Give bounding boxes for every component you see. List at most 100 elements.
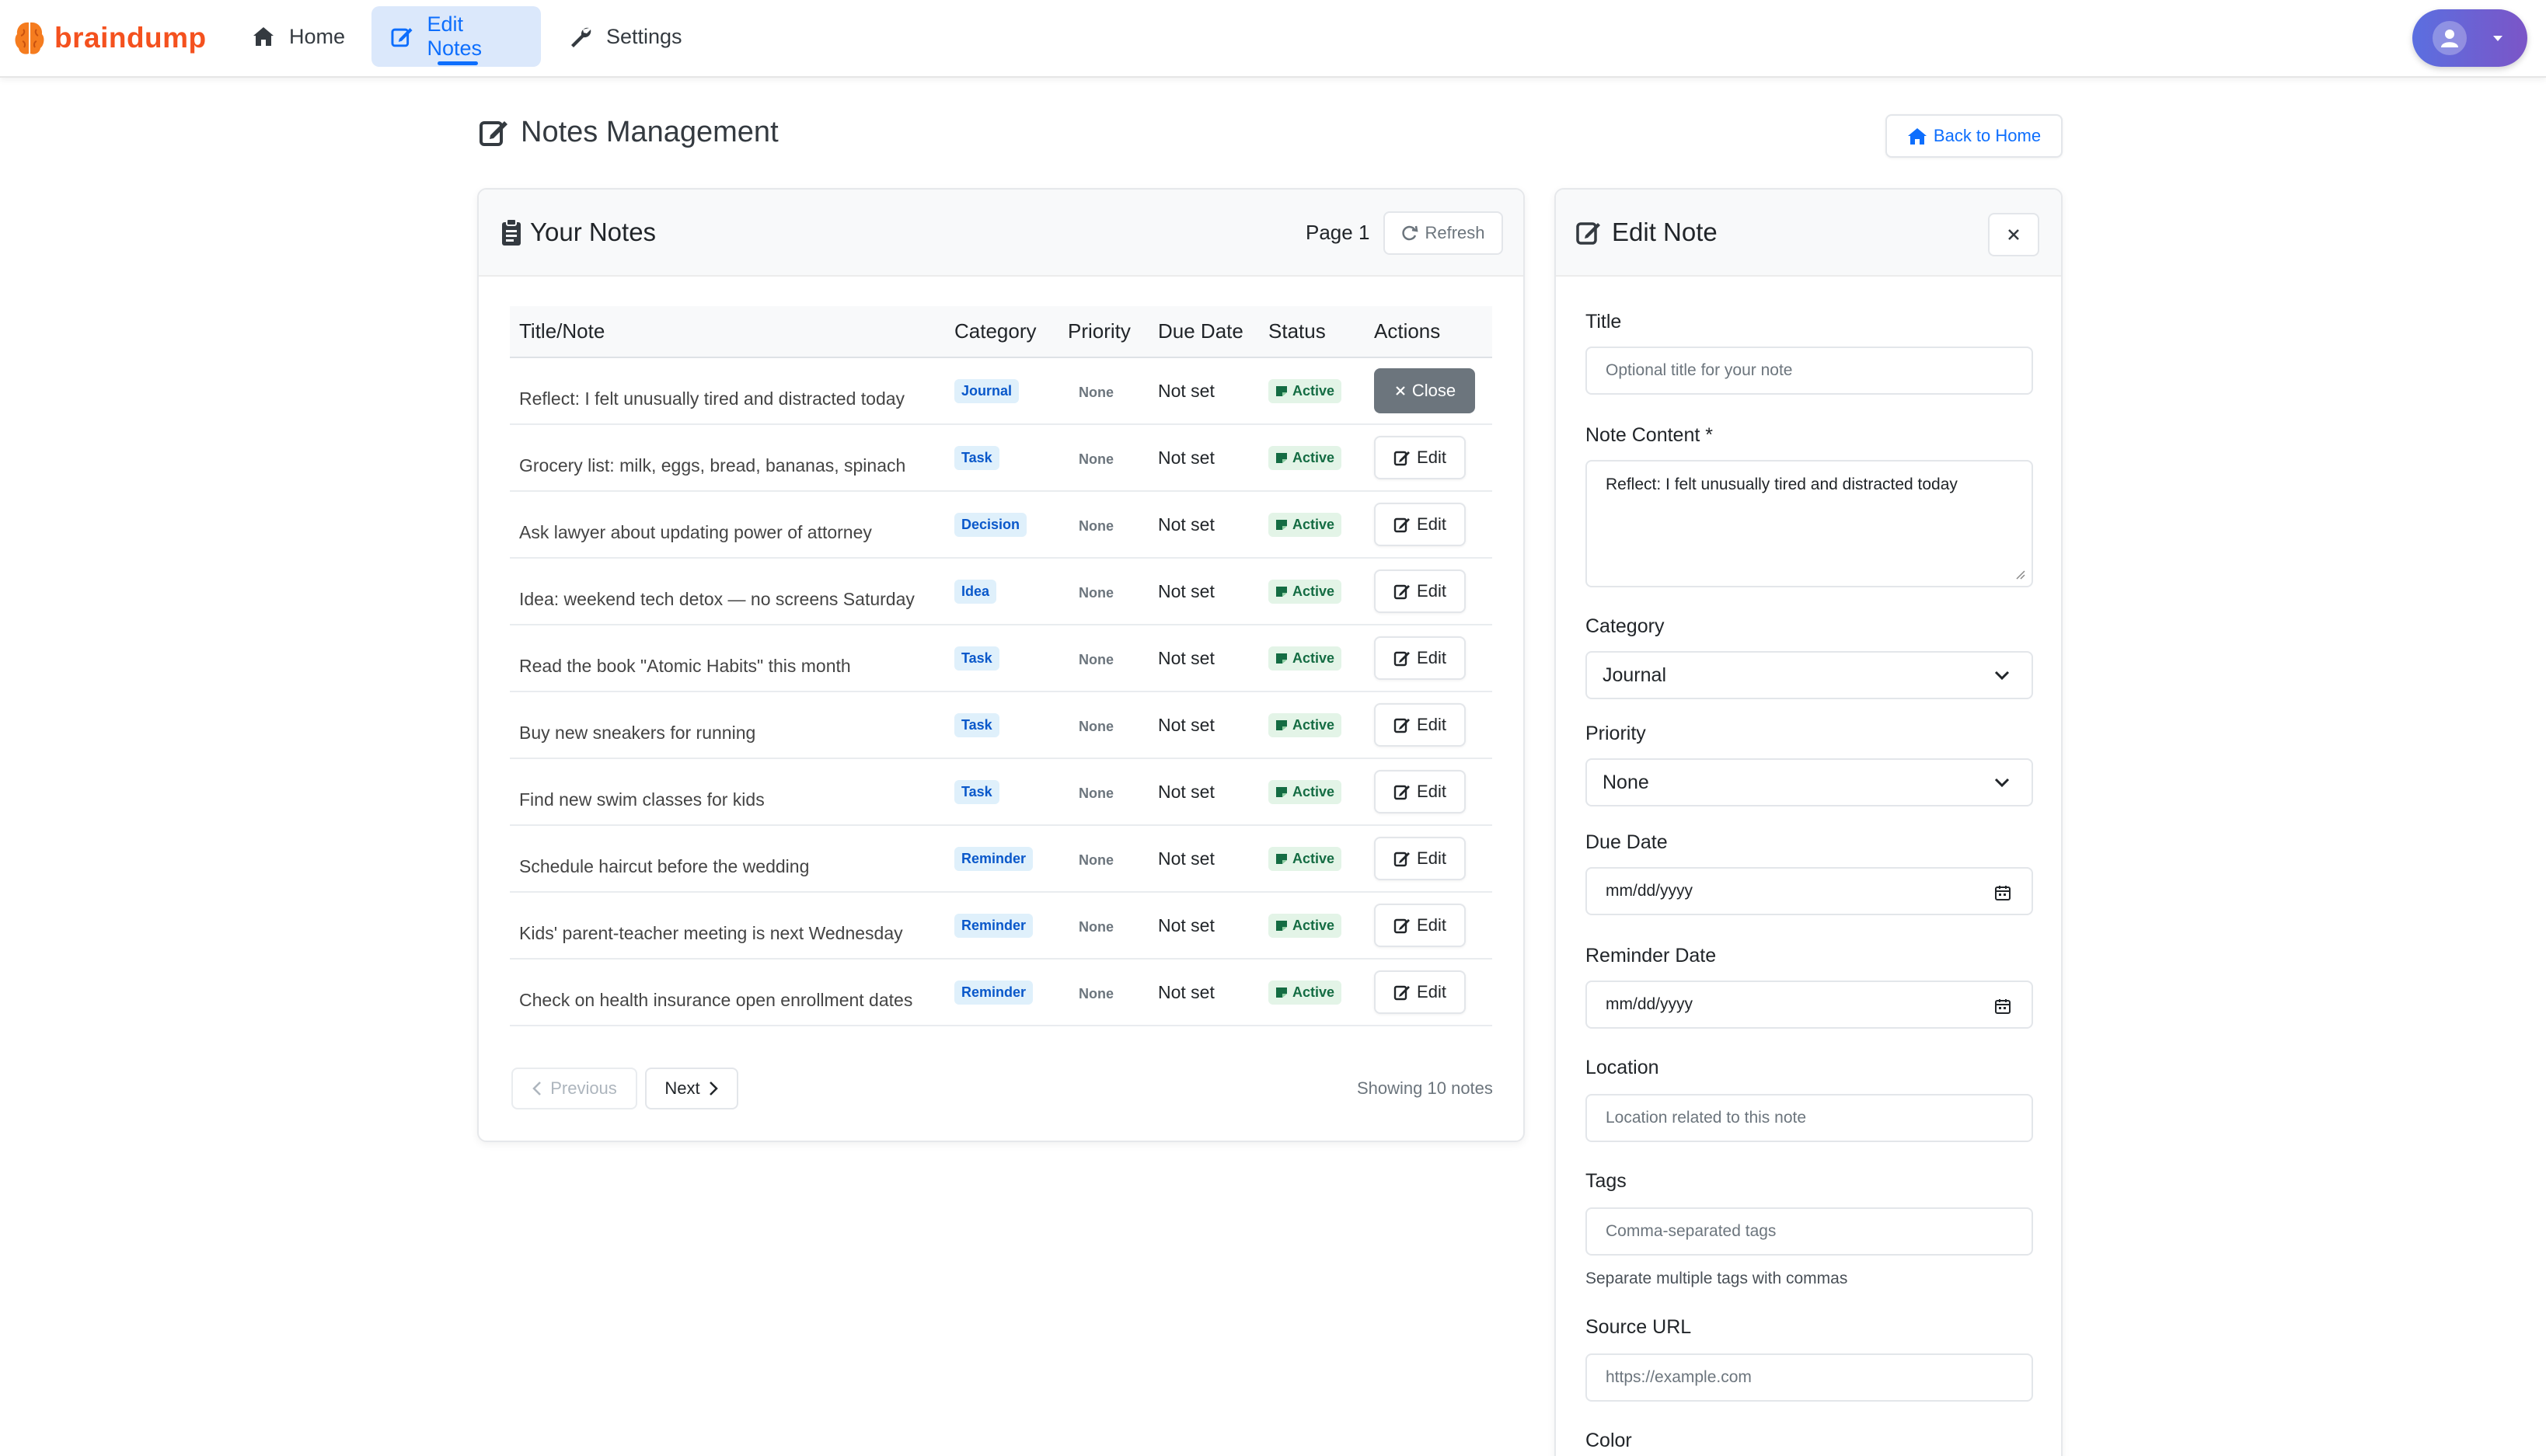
tags-input[interactable]: Comma-separated tags [1585, 1207, 2033, 1256]
due-date-text: Not set [1158, 914, 1215, 935]
table-row[interactable]: Grocery list: milk, eggs, bread, bananas… [510, 424, 1492, 492]
priority-cell: None [1059, 625, 1149, 692]
home-icon [253, 27, 274, 46]
actions-cell: Edit [1365, 959, 1492, 1026]
table-row[interactable]: Find new swim classes for kids Task None No… [510, 758, 1492, 826]
status-cell: Active [1259, 491, 1365, 559]
status-badge: Active [1268, 646, 1342, 671]
note-content-textarea[interactable]: Reflect: I felt unusually tired and dist… [1585, 460, 2033, 587]
status-text: Active [1292, 783, 1335, 799]
status-cell: Active [1259, 758, 1365, 826]
calendar-icon[interactable] [1994, 998, 2011, 1015]
status-cell: Active [1259, 625, 1365, 692]
previous-page-button[interactable]: Previous [511, 1068, 637, 1109]
priority-text: None [1079, 718, 1114, 734]
edit-note-label: Edit [1417, 915, 1446, 935]
status-badge: Active [1268, 712, 1342, 737]
chevron-down-icon [1994, 671, 2010, 681]
sticky-note-icon [1276, 520, 1287, 530]
active-tab-indicator [438, 61, 478, 65]
table-row[interactable]: Read the book "Atomic Habits" this month… [510, 625, 1492, 692]
due-date-input[interactable]: mm/dd/yyyy [1585, 867, 2033, 915]
category-badge: Task [954, 445, 999, 470]
due-date-label: Due Date [1585, 831, 1668, 853]
priority-cell: None [1059, 892, 1149, 960]
edit-panel-title: Edit Note [1576, 214, 1718, 250]
column-header[interactable]: Category [945, 306, 1059, 358]
edit-note-button[interactable]: Edit [1374, 503, 1466, 546]
sticky-note-icon [1276, 453, 1287, 463]
avatar [2433, 21, 2467, 55]
priority-text: None [1079, 785, 1114, 801]
refresh-icon [1402, 225, 1418, 241]
chevron-down-icon [1994, 778, 2010, 788]
edit-note-button[interactable]: Edit [1374, 436, 1466, 479]
actions-cell: Close [1365, 357, 1492, 425]
back-to-home-label: Back to Home [1933, 126, 2042, 145]
next-page-button[interactable]: Next [645, 1068, 738, 1109]
table-row[interactable]: Idea: weekend tech detox — no screens Sa… [510, 558, 1492, 625]
table-row[interactable]: Check on health insurance open enrollmen… [510, 959, 1492, 1026]
sticky-note-icon [1276, 921, 1287, 931]
note-title-cell: Find new swim classes for kids [510, 758, 945, 826]
table-row[interactable]: Kids' parent-teacher meeting is next Wed… [510, 892, 1492, 960]
close-panel-button[interactable] [1988, 213, 2039, 256]
category-badge: Decision [954, 512, 1027, 537]
notes-table: Title/Note Category Priority Due Date St… [510, 306, 1492, 1026]
table-row[interactable]: Schedule haircut before the wedding Remin… [510, 825, 1492, 893]
edit-icon [1393, 517, 1411, 533]
title-input[interactable]: Optional title for your note [1585, 347, 2033, 395]
table-row[interactable]: Buy new sneakers for running Task None Not … [510, 691, 1492, 759]
nav-edit-notes-label: Edit Notes [427, 12, 483, 60]
status-text: Active [1292, 516, 1335, 532]
due-date-cell: Not set [1149, 892, 1259, 960]
edit-note-label: Edit [1417, 448, 1446, 467]
brain-icon [15, 22, 44, 54]
priority-text: None [1079, 852, 1114, 868]
status-badge: Active [1268, 779, 1342, 804]
due-date-text: Not set [1158, 714, 1215, 735]
resize-handle-icon[interactable] [2014, 569, 2025, 580]
reminder-date-input[interactable]: mm/dd/yyyy [1585, 981, 2033, 1029]
nav-home[interactable]: Home [233, 6, 364, 67]
table-row[interactable]: Ask lawyer about updating power of attor… [510, 491, 1492, 559]
category-cell: Reminder [945, 959, 1059, 1026]
due-date-text: Not set [1158, 447, 1215, 468]
edit-note-button[interactable]: Edit [1374, 970, 1466, 1014]
calendar-icon[interactable] [1994, 884, 2011, 901]
location-input[interactable]: Location related to this note [1585, 1094, 2033, 1142]
location-placeholder: Location related to this note [1606, 1109, 1807, 1127]
priority-select[interactable]: None [1585, 758, 2033, 806]
edit-note-button[interactable]: Edit [1374, 770, 1466, 813]
table-row[interactable]: Reflect: I felt unusually tired and dist… [510, 357, 1492, 425]
nav-settings[interactable]: Settings [550, 6, 701, 67]
edit-note-button[interactable]: Edit [1374, 703, 1466, 747]
edit-panel-title-text: Edit Note [1612, 218, 1718, 246]
column-header[interactable]: Due Date [1149, 306, 1259, 358]
due-date-cell: Not set [1149, 424, 1259, 492]
column-header[interactable]: Title/Note [510, 306, 945, 358]
edit-note-button[interactable]: Edit [1374, 837, 1466, 880]
source-url-input[interactable]: https://example.com [1585, 1353, 2033, 1402]
actions-cell: Edit [1365, 625, 1492, 692]
category-select[interactable]: Journal [1585, 651, 2033, 699]
back-to-home-button[interactable]: Back to Home [1885, 114, 2063, 158]
category-badge: Reminder [954, 980, 1034, 1005]
status-text: Active [1292, 850, 1335, 866]
edit-note-button[interactable]: Edit [1374, 636, 1466, 680]
actions-cell: Edit [1365, 758, 1492, 826]
edit-note-button[interactable]: Edit [1374, 570, 1466, 613]
due-date-text: Not set [1158, 781, 1215, 802]
pen-square-icon [391, 28, 413, 47]
note-content-value: Reflect: I felt unusually tired and dist… [1606, 475, 1958, 493]
user-menu-button[interactable] [2412, 9, 2527, 67]
edit-icon [1393, 451, 1411, 466]
close-edit-button[interactable]: Close [1374, 368, 1475, 413]
page-indicator: Page 1 [1306, 221, 1370, 244]
column-header[interactable]: Status [1259, 306, 1365, 358]
edit-note-button[interactable]: Edit [1374, 904, 1466, 947]
nav-edit-notes[interactable]: Edit Notes [371, 6, 541, 67]
column-header[interactable]: Priority [1059, 306, 1149, 358]
refresh-button[interactable]: Refresh [1383, 211, 1503, 255]
brand-logo[interactable]: braindump [14, 19, 207, 57]
